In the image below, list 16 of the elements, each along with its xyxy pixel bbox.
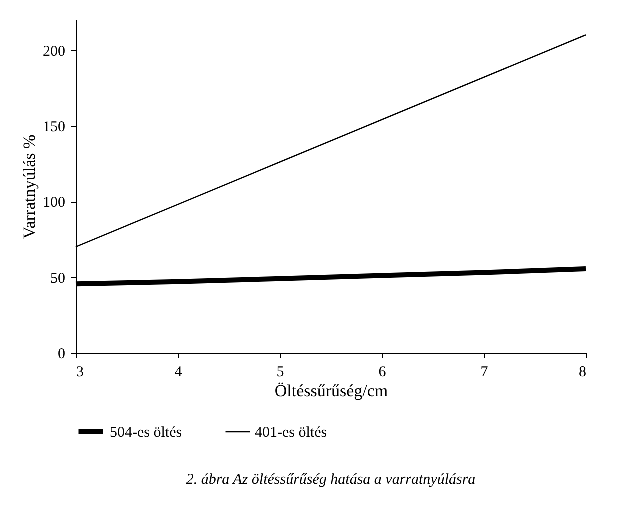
x-tick-label: 3 [76, 364, 84, 380]
x-tick-label: 8 [579, 364, 586, 380]
text: 2. ábra Az öltéssűrűség hatása a varratnyúlásra [186, 472, 476, 488]
x-tick-label: 7 [480, 364, 489, 380]
y-axis-title: Varratnyúlás % [20, 134, 39, 240]
legend-label: 401-es öltés [255, 425, 328, 441]
y-tick-label: 100 [43, 195, 66, 212]
x-tick-label: 4 [174, 364, 183, 380]
y-tick-label: 0 [58, 346, 66, 362]
y-tick-label: 150 [43, 119, 66, 136]
y-tick-label: 50 [50, 270, 66, 287]
x-tick-label: 6 [378, 364, 387, 380]
legend-label: 504-es öltés [110, 425, 182, 441]
x-tick-label: 5 [276, 364, 284, 380]
x-axis-title: Öltéssűrűség/cm [274, 382, 388, 400]
y-tick-label: 200 [43, 44, 66, 60]
